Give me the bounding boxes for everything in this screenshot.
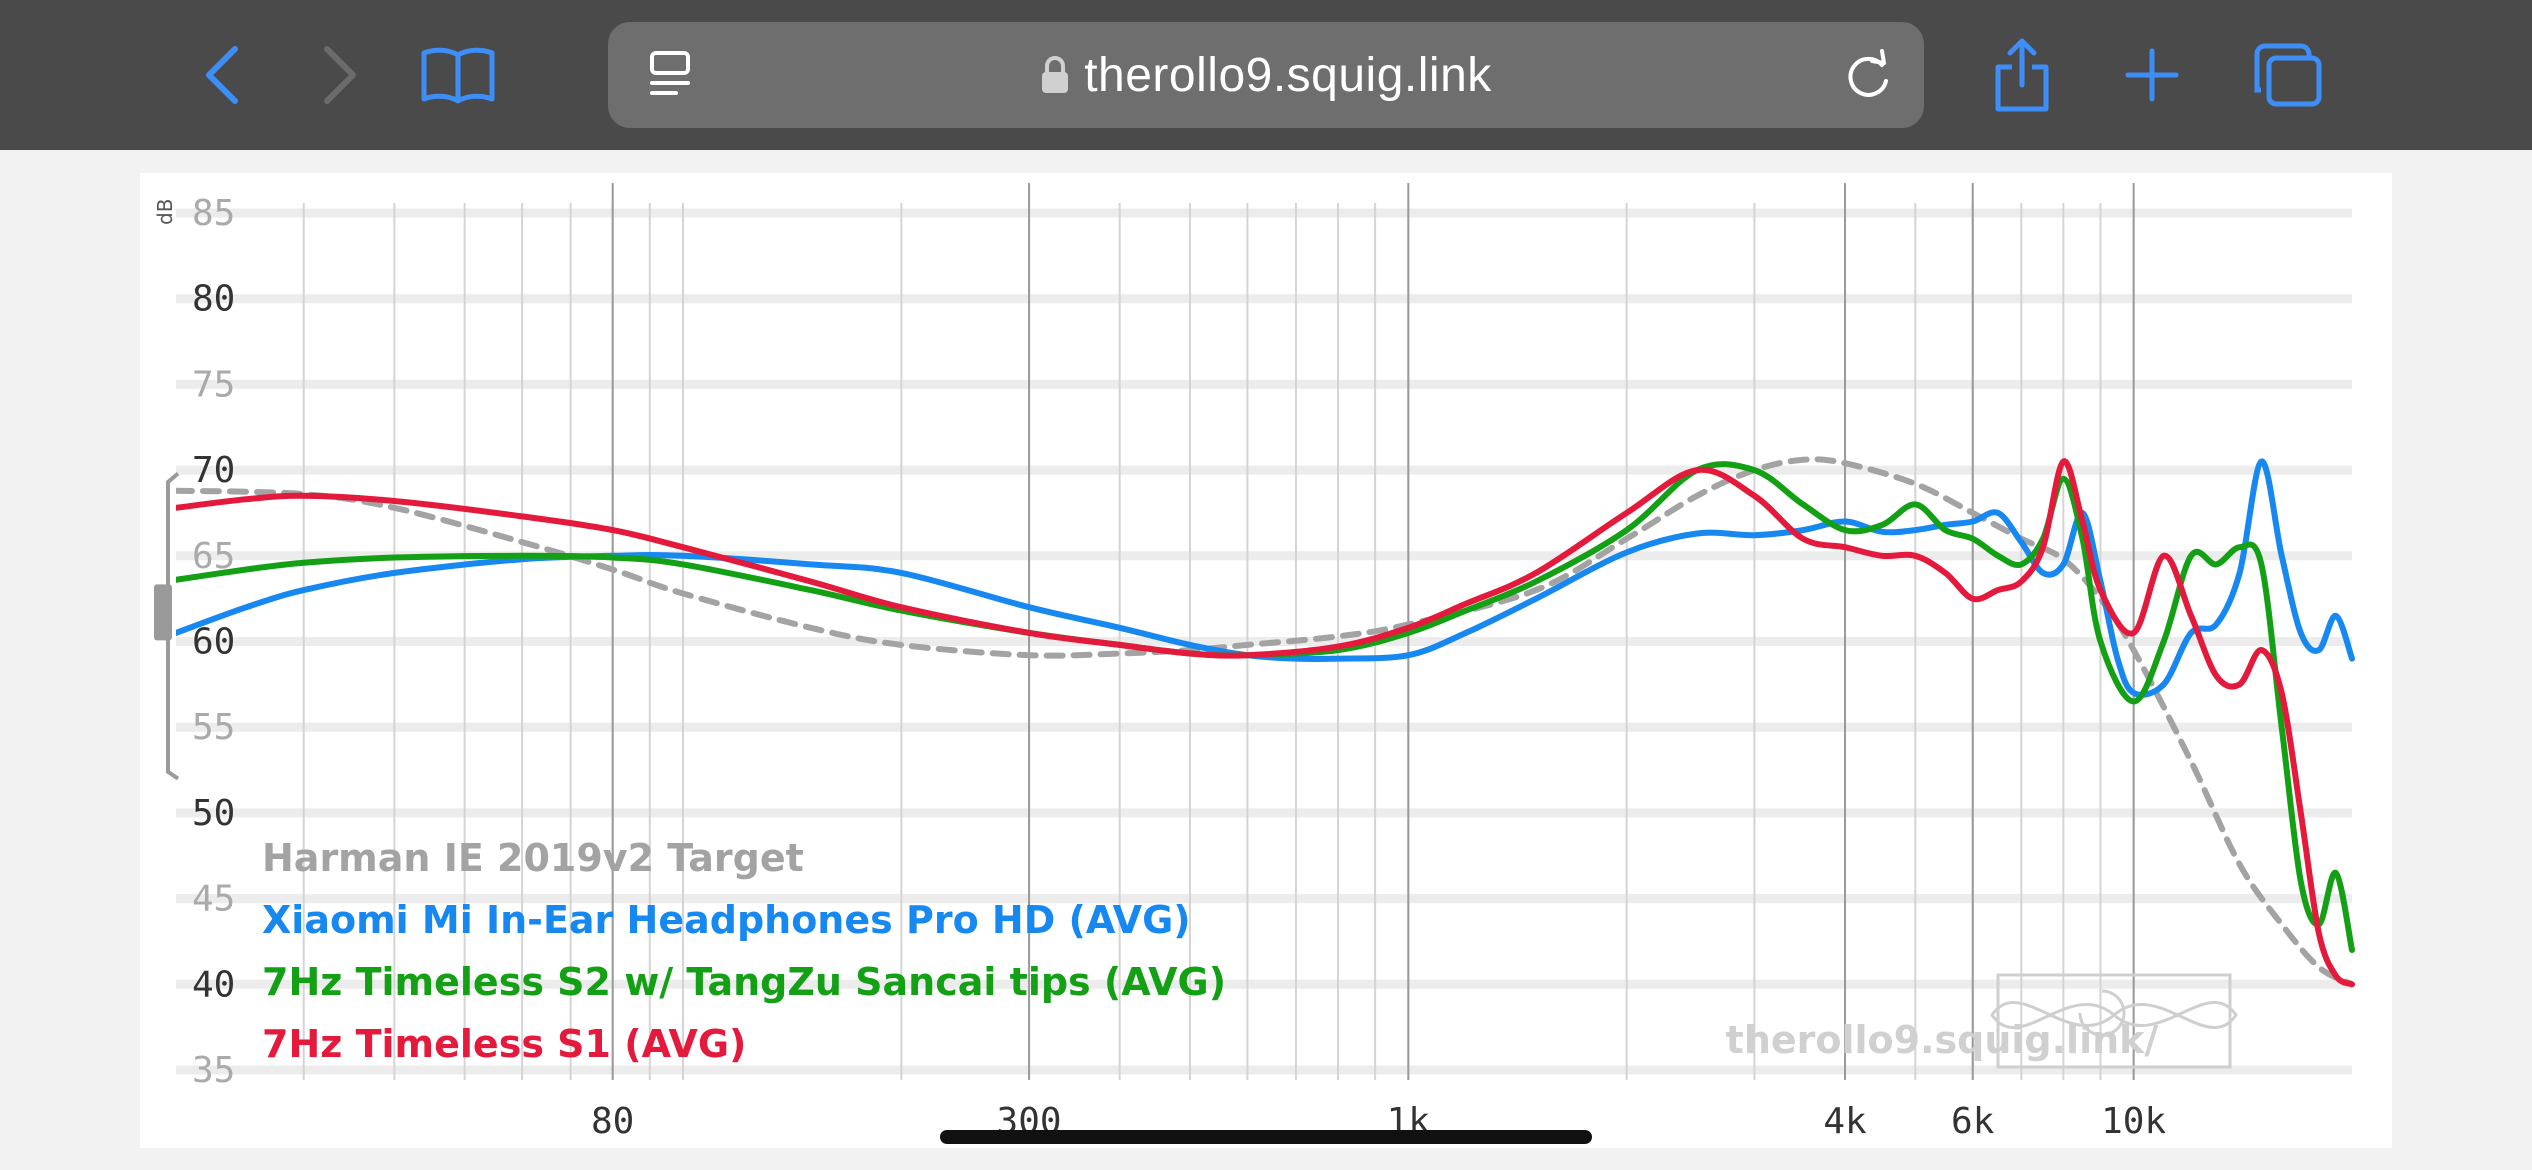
series-line-2 [176, 458, 2355, 698]
address-bar[interactable]: therollo9.squig.link [608, 22, 1924, 128]
browser-toolbar: therollo9.squig.link [0, 0, 2532, 150]
y-tick-label: 40 [192, 964, 235, 1005]
y-tick-label: 60 [192, 622, 235, 663]
watermark-logo-swirl [1990, 989, 2238, 1037]
share-icon[interactable] [1990, 0, 2054, 150]
x-tick-label: 10k [2101, 1101, 2166, 1142]
y-tick-label: 75 [192, 364, 235, 405]
url-text: therollo9.squig.link [1084, 48, 1492, 102]
forward-icon[interactable] [314, 0, 364, 150]
legend-entry: Harman IE 2019v2 Target [262, 836, 804, 880]
series-line-1 [176, 456, 2355, 988]
legend-entry: 7Hz Timeless S2 w/ TangZu Sancai tips (A… [262, 960, 1226, 1004]
legend-entry: Xiaomi Mi In-Ear Headphones Pro HD (AVG) [262, 898, 1191, 942]
y-tick-label: 70 [192, 450, 235, 491]
reader-icon[interactable] [644, 22, 696, 128]
x-tick-label: 80 [591, 1101, 634, 1142]
series-line-4 [176, 458, 2355, 988]
legend-entry: 7Hz Timeless S1 (AVG) [262, 1022, 746, 1066]
watermark-logo [1990, 973, 2238, 1069]
y-axis-label: dB [153, 199, 177, 225]
y-tick-label: 80 [192, 279, 235, 320]
bookmarks-icon[interactable] [418, 0, 498, 150]
frequency-response-chart: 85 80 75 70 65 60 55 50 45 40 35 dB 80 300 1k 4k 6k 10k th… [140, 173, 2392, 1148]
y-tick-label: 35 [192, 1050, 235, 1091]
y-tick-label: 85 [192, 193, 235, 234]
new-tab-icon[interactable] [2120, 0, 2184, 150]
reload-icon[interactable] [1840, 22, 1896, 128]
y-bracket-handle [154, 584, 172, 641]
tabs-icon[interactable] [2252, 0, 2324, 150]
x-tick-label: 6k [1951, 1101, 1995, 1142]
back-icon[interactable] [196, 0, 246, 150]
y-tick-label: 50 [192, 793, 235, 834]
series-line-3 [176, 461, 2355, 953]
y-tick-label: 45 [192, 879, 235, 920]
x-tick-label: 4k [1823, 1101, 1867, 1142]
y-tick-label: 55 [192, 707, 235, 748]
lock-icon [1040, 55, 1070, 95]
home-indicator[interactable] [940, 1130, 1592, 1144]
